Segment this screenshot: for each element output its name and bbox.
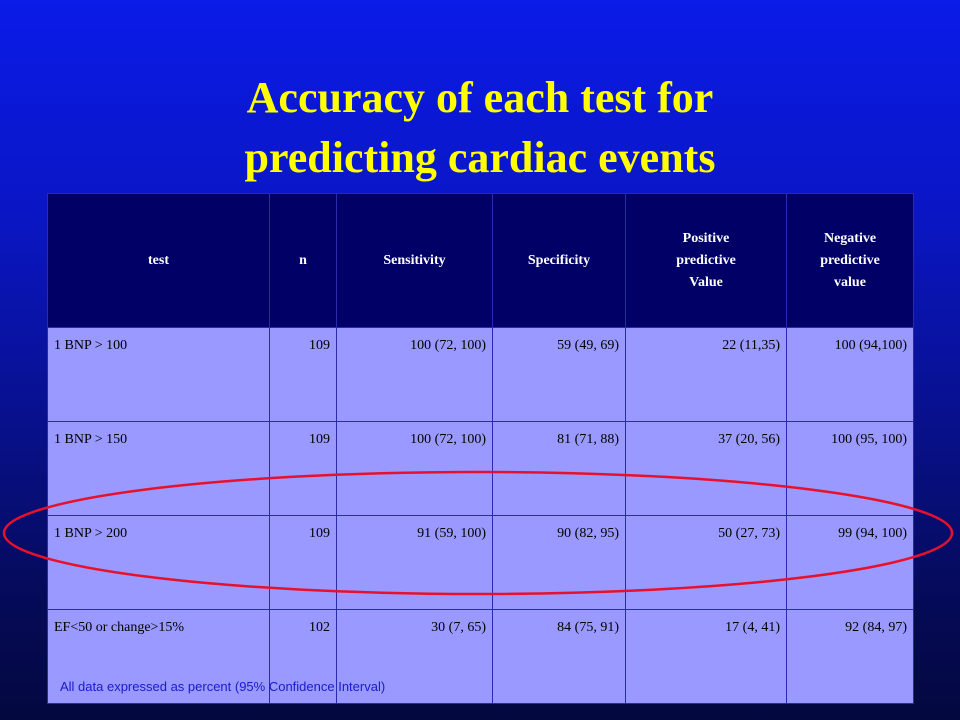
- column-header-negative-predictive-value: Negative predictive value: [786, 193, 914, 328]
- table-row: EF<50 or change>15% 102 30 (7, 65) 84 (7…: [47, 609, 914, 704]
- table-row: 1 BNP > 200 109 91 (59, 100) 90 (82, 95)…: [47, 515, 914, 610]
- cell-n: 109: [269, 421, 337, 516]
- slide-title-line-2: predicting cardiac events: [244, 133, 716, 182]
- column-header-n: n: [269, 193, 337, 328]
- cell-ppv: 50 (27, 73): [625, 515, 787, 610]
- cell-ppv: 37 (20, 56): [625, 421, 787, 516]
- footnote: All data expressed as percent (95% Confi…: [60, 679, 386, 694]
- table-row: 1 BNP > 100 109 100 (72, 100) 59 (49, 69…: [47, 327, 914, 422]
- cell-test: 1 BNP > 200: [47, 515, 270, 610]
- column-header-specificity: Specificity: [492, 193, 626, 328]
- cell-specificity: 59 (49, 69): [492, 327, 626, 422]
- cell-ppv: 22 (11,35): [625, 327, 787, 422]
- cell-npv: 100 (94,100): [786, 327, 914, 422]
- column-header-sensitivity: Sensitivity: [336, 193, 493, 328]
- cell-n: 109: [269, 515, 337, 610]
- slide-title: Accuracy of each test for predicting car…: [0, 68, 960, 188]
- cell-npv: 100 (95, 100): [786, 421, 914, 516]
- slide-title-line-1: Accuracy of each test for: [246, 73, 714, 122]
- cell-sensitivity: 91 (59, 100): [336, 515, 493, 610]
- cell-sensitivity: 100 (72, 100): [336, 421, 493, 516]
- column-header-positive-predictive-value: Positive predictive Value: [625, 193, 787, 328]
- table-row: 1 BNP > 150 109 100 (72, 100) 81 (71, 88…: [47, 421, 914, 516]
- cell-ppv: 17 (4, 41): [625, 609, 787, 704]
- cell-n: 109: [269, 327, 337, 422]
- cell-specificity: 84 (75, 91): [492, 609, 626, 704]
- cell-specificity: 81 (71, 88): [492, 421, 626, 516]
- cell-test: 1 BNP > 150: [47, 421, 270, 516]
- cell-npv: 99 (94, 100): [786, 515, 914, 610]
- cell-npv: 92 (84, 97): [786, 609, 914, 704]
- table-header-row: test n Sensitivity Specificity Positive …: [47, 193, 914, 328]
- cell-test: 1 BNP > 100: [47, 327, 270, 422]
- column-header-test: test: [47, 193, 270, 328]
- cell-test: EF<50 or change>15%: [47, 609, 270, 704]
- cell-specificity: 90 (82, 95): [492, 515, 626, 610]
- cell-sensitivity: 100 (72, 100): [336, 327, 493, 422]
- accuracy-table: test n Sensitivity Specificity Positive …: [47, 193, 914, 704]
- cell-sensitivity: 30 (7, 65): [336, 609, 493, 704]
